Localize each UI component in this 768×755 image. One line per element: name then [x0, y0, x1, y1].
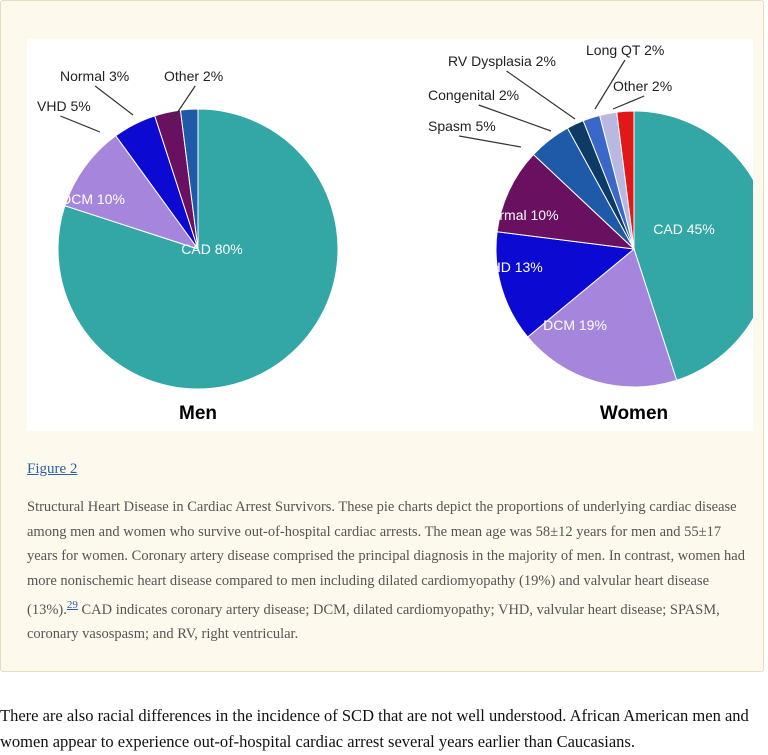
- slice-label: CAD 80%: [181, 241, 242, 257]
- slice-label: Other 2%: [164, 68, 223, 84]
- caption-text: Structural Heart Disease in Cardiac Arre…: [27, 499, 745, 618]
- slice-label: CAD 45%: [653, 221, 714, 237]
- pie-slice: [633, 110, 753, 381]
- leader-line: [168, 85, 196, 126]
- slice-label: DCM 10%: [61, 191, 125, 207]
- chart-title: Women: [600, 403, 668, 424]
- slice-label: Long QT 2%: [586, 42, 664, 58]
- leader-line: [478, 104, 552, 132]
- slice-label: Spasm 5%: [428, 118, 496, 134]
- slice-label: Normal 10%: [481, 207, 558, 223]
- leader-line: [60, 115, 101, 133]
- slice-label: VHD 5%: [37, 98, 91, 114]
- slice-label: Other 2%: [613, 78, 672, 94]
- pie-charts: CAD 80% DCM 10% VHD 5% Normal 3% Other 2% Men…: [37, 42, 753, 424]
- pie-slice: [495, 231, 636, 338]
- chart-area: CAD 80% DCM 10% VHD 5% Normal 3% Other 2% Men…: [27, 39, 753, 431]
- slice-label: Normal 3%: [60, 68, 129, 84]
- caption-tail: CAD indicates coronary artery disease; D…: [27, 601, 720, 643]
- slice-label: DCM 19%: [543, 317, 607, 333]
- pie-slice: [496, 153, 636, 250]
- chart-title: Men: [179, 403, 217, 424]
- figure-caption: Structural Heart Disease in Cardiac Arre…: [27, 495, 749, 647]
- pie-slice: [179, 108, 199, 250]
- pie-slice: [616, 110, 635, 250]
- figure-panel: CAD 80% DCM 10% VHD 5% Normal 3% Other 2% Men…: [0, 0, 764, 672]
- pie-slice: [526, 248, 678, 388]
- slice-label: RV Dysplasia 2%: [448, 53, 556, 69]
- slice-label: VHD 13%: [481, 259, 542, 275]
- leader-line: [459, 135, 522, 148]
- slice-label: Congenital 2%: [428, 87, 519, 103]
- reference-link[interactable]: 29: [66, 599, 78, 611]
- body-paragraph: There are also racial differences in the…: [0, 706, 749, 751]
- figure-link[interactable]: Figure 2: [27, 461, 78, 477]
- leader-line: [506, 70, 576, 120]
- leader-line: [94, 85, 134, 116]
- pie-slice: [64, 135, 200, 250]
- leader-line: [594, 59, 626, 110]
- leader-line: [612, 95, 645, 110]
